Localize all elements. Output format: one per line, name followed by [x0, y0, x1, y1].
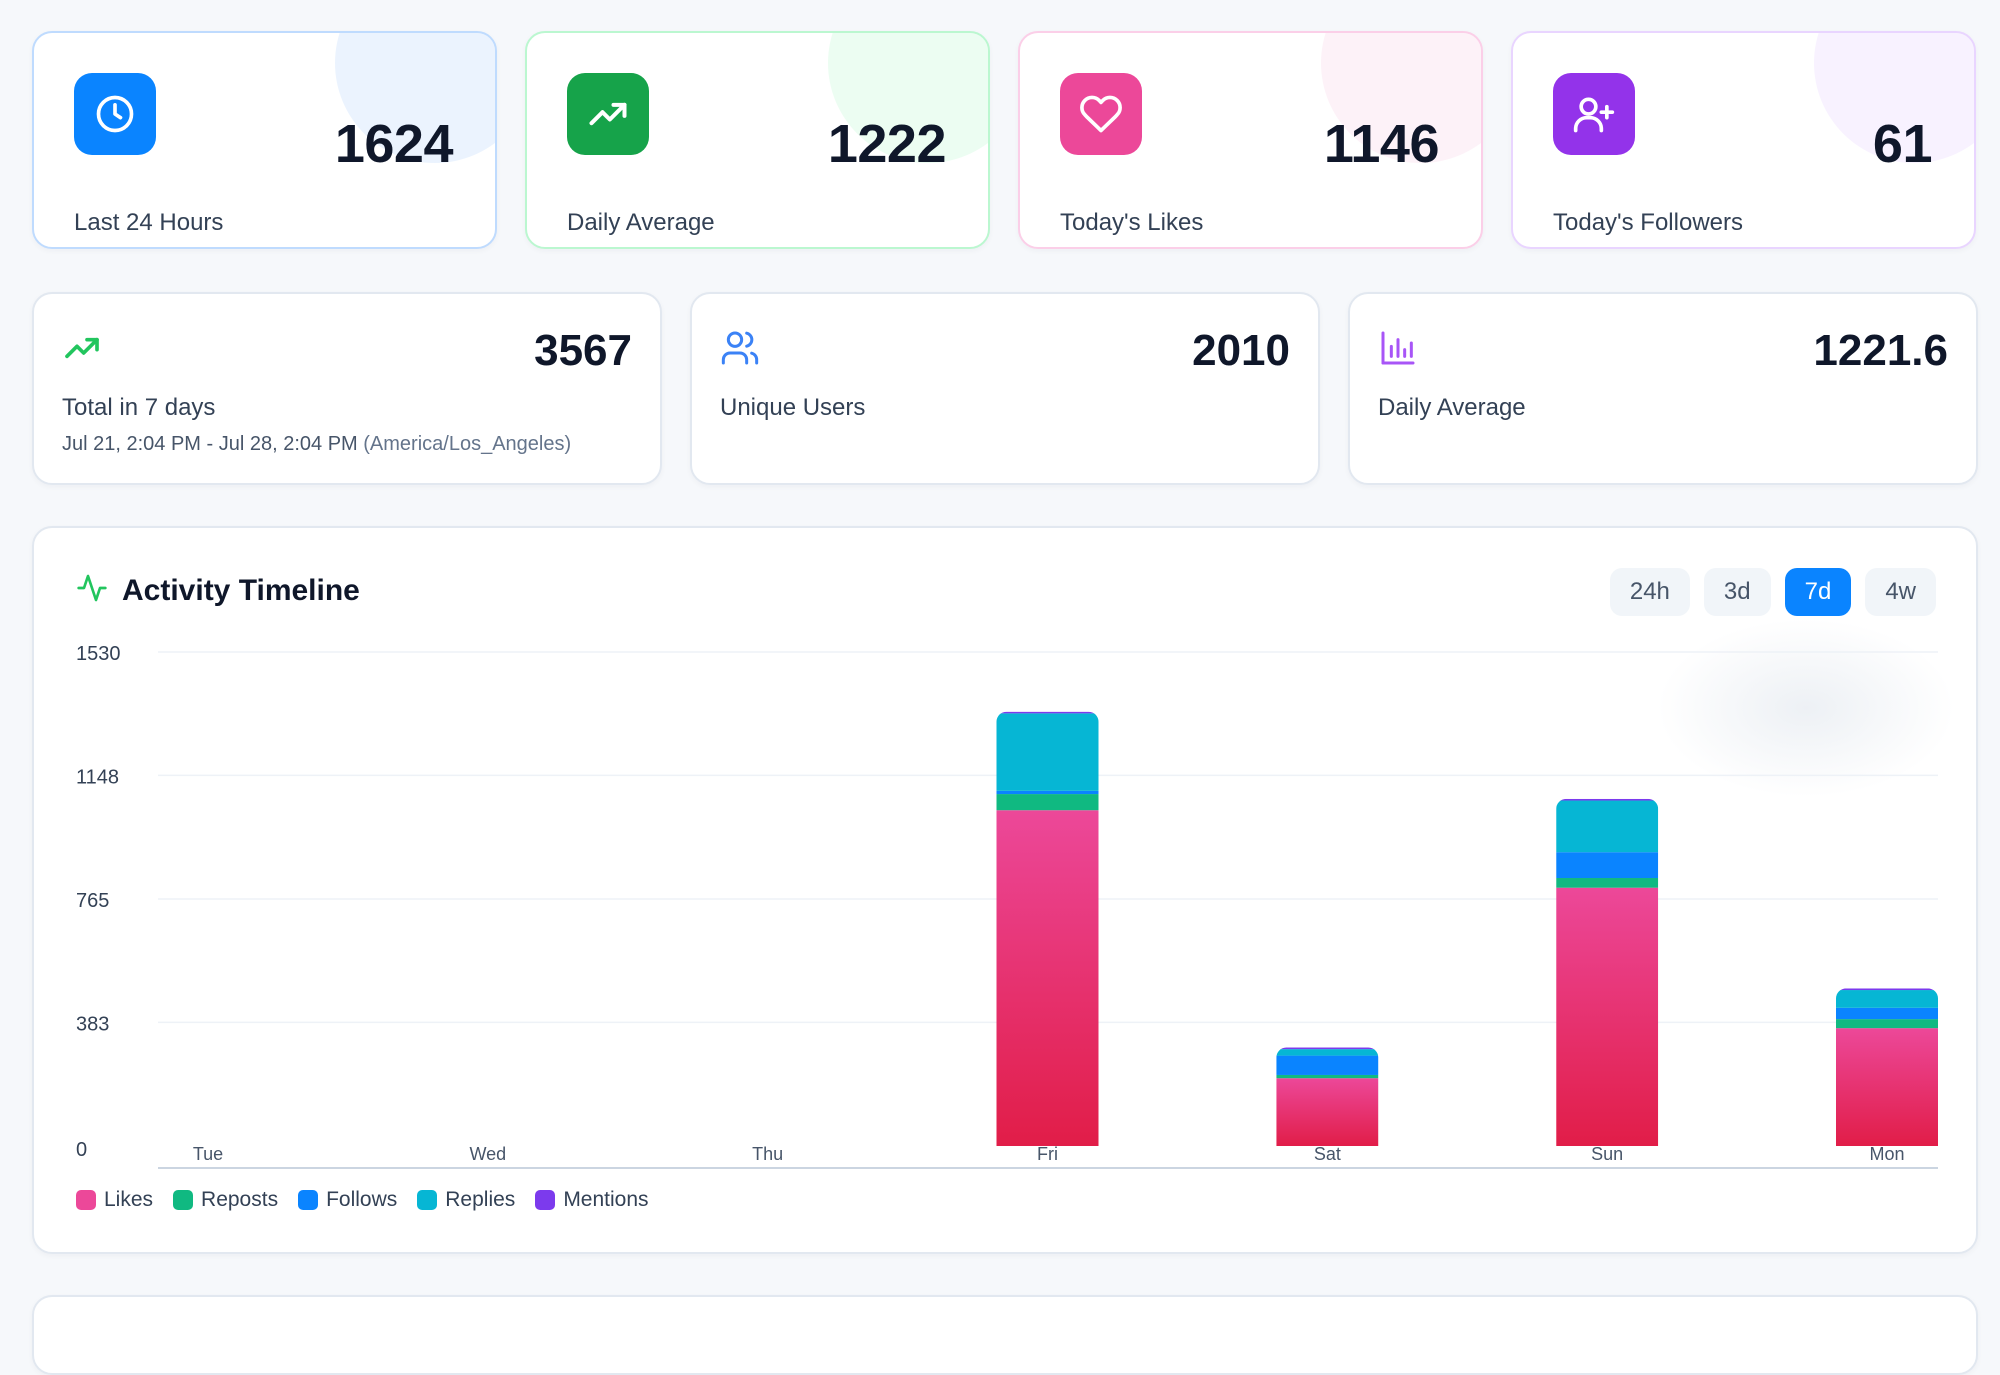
stat-label: Today's Likes	[1060, 209, 1204, 236]
y-tick-label: 765	[76, 890, 109, 912]
legend-label: Reposts	[201, 1188, 279, 1211]
legend-label: Follows	[326, 1188, 398, 1211]
chart-legend: Likes Reposts Follows Replies Mentions	[76, 1188, 649, 1212]
trending-up-icon	[62, 328, 102, 373]
stat-card-today-s-likes: 1146 Today's Likes	[1018, 31, 1483, 249]
date-range-text: Jul 21, 2:04 PM - Jul 28, 2:04 PM	[62, 433, 358, 455]
bar-segment-reposts[interactable]	[1276, 1074, 1379, 1079]
x-tick-label: Sun	[1591, 1144, 1623, 1164]
legend-swatch	[76, 1190, 96, 1210]
bar-stack-sun[interactable]	[1556, 798, 1659, 1146]
stat-label: Daily Average	[567, 209, 715, 236]
bar-segment-reposts[interactable]	[1836, 1019, 1938, 1029]
legend-swatch	[173, 1190, 194, 1210]
x-tick-label: Fri	[1037, 1144, 1058, 1164]
users-icon	[720, 328, 760, 373]
trending-up-icon	[567, 73, 649, 155]
bar-segment-likes[interactable]	[1836, 1028, 1938, 1146]
summary-label: Daily Average	[1378, 394, 1526, 421]
user-plus-icon	[1553, 73, 1635, 155]
y-tick-label: 1148	[76, 766, 119, 788]
bar-segment-replies[interactable]	[1276, 1049, 1379, 1056]
bar-segment-follows[interactable]	[1276, 1055, 1379, 1075]
bar-stack-fri[interactable]	[996, 711, 1099, 1146]
stat-card-last-24-hours: 1624 Last 24 Hours	[32, 31, 497, 249]
bar-stack-sat[interactable]	[1276, 1047, 1379, 1146]
stat-label: Last 24 Hours	[74, 209, 224, 236]
bar-segment-replies[interactable]	[1836, 990, 1938, 1008]
y-tick-label: 383	[76, 1013, 109, 1035]
legend-item-reposts[interactable]: Reposts	[173, 1188, 278, 1212]
stat-value: 61	[1872, 114, 1933, 174]
bar-segment-follows[interactable]	[1556, 852, 1659, 879]
bar-segment-reposts[interactable]	[1556, 878, 1659, 888]
bar-segment-replies[interactable]	[1556, 800, 1659, 853]
range-tab-3d[interactable]: 3d	[1703, 568, 1771, 616]
bar-segment-reposts[interactable]	[996, 794, 1099, 811]
stat-card-daily-average: 1222 Daily Average	[525, 31, 990, 249]
x-tick-label: Mon	[1869, 1144, 1904, 1164]
stat-value: 1624	[334, 114, 454, 174]
legend-item-likes[interactable]: Likes	[76, 1188, 153, 1212]
bar-segment-mentions[interactable]	[996, 711, 1099, 714]
range-tab-7d[interactable]: 7d	[1784, 568, 1852, 616]
timezone: (America/Los_Angeles)	[363, 433, 572, 455]
summary-value: 2010	[1192, 326, 1290, 375]
bar-stack-mon[interactable]	[1836, 988, 1938, 1146]
x-tick-label: Sat	[1314, 1144, 1341, 1164]
bar-segment-replies[interactable]	[996, 713, 1099, 791]
summary-label: Total in 7 days	[62, 394, 216, 421]
legend-label: Likes	[104, 1188, 154, 1211]
timeline-title: Activity Timeline	[122, 573, 360, 607]
bar-segment-mentions[interactable]	[1276, 1047, 1379, 1050]
y-tick-label: 1530	[76, 643, 121, 665]
legend-label: Mentions	[563, 1188, 649, 1211]
legend-label: Replies	[445, 1188, 516, 1211]
bar-segment-follows[interactable]	[996, 790, 1099, 795]
next-section-card	[32, 1295, 1978, 1375]
legend-item-replies[interactable]: Replies	[417, 1188, 515, 1212]
range-tab-24h[interactable]: 24h	[1609, 568, 1690, 616]
y-tick-label: 0	[76, 1139, 87, 1161]
x-tick-label: Tue	[193, 1144, 223, 1164]
activity-icon	[76, 572, 108, 609]
summary-card-daily-average: 1221.6 Daily Average	[1348, 292, 1978, 485]
bar-segment-follows[interactable]	[1836, 1007, 1938, 1020]
bar-segment-likes[interactable]	[1556, 887, 1659, 1146]
card-glow	[1656, 618, 1956, 798]
summary-label: Unique Users	[720, 394, 866, 421]
summary-value: 3567	[534, 326, 632, 375]
legend-item-follows[interactable]: Follows	[298, 1188, 397, 1212]
x-tick-label: Wed	[469, 1144, 506, 1164]
summary-card-total-in-7-days: 3567 Total in 7 days Jul 21, 2:04 PM - Jul…	[32, 292, 662, 485]
stat-label: Today's Followers	[1553, 209, 1743, 236]
stat-card-today-s-followers: 61 Today's Followers	[1511, 31, 1976, 249]
clock-icon	[74, 73, 156, 155]
timeline-header: Activity Timeline	[76, 572, 360, 609]
legend-swatch	[535, 1190, 556, 1210]
x-tick-label: Thu	[752, 1144, 783, 1164]
bar-segment-likes[interactable]	[1276, 1078, 1379, 1146]
stat-value: 1222	[827, 114, 947, 174]
bar-segment-mentions[interactable]	[1556, 798, 1659, 801]
range-tab-4w[interactable]: 4w	[1865, 568, 1936, 616]
summary-value: 1221.6	[1813, 326, 1948, 375]
range-selector: 24h 3d 7d 4w	[1609, 568, 1936, 616]
summary-card-unique-users: 2010 Unique Users	[690, 292, 1320, 485]
heart-icon	[1060, 73, 1142, 155]
date-range: Jul 21, 2:04 PM - Jul 28, 2:04 PM (Ameri…	[62, 433, 571, 456]
legend-item-mentions[interactable]: Mentions	[535, 1188, 649, 1212]
bar-segment-mentions[interactable]	[1836, 988, 1938, 991]
activity-chart: 0 383 765 1148 1530 Tue Wed Thu Fri Sat Sun Mon	[76, 643, 1938, 1169]
bar-chart-icon	[1378, 328, 1418, 373]
activity-timeline-card: Activity Timeline 24h 3d 7d 4w 0 383 765 1148 1…	[32, 526, 1978, 1254]
stat-value: 1146	[1323, 114, 1440, 174]
bar-segment-likes[interactable]	[996, 810, 1099, 1146]
legend-swatch	[298, 1190, 319, 1210]
legend-swatch	[417, 1190, 438, 1210]
